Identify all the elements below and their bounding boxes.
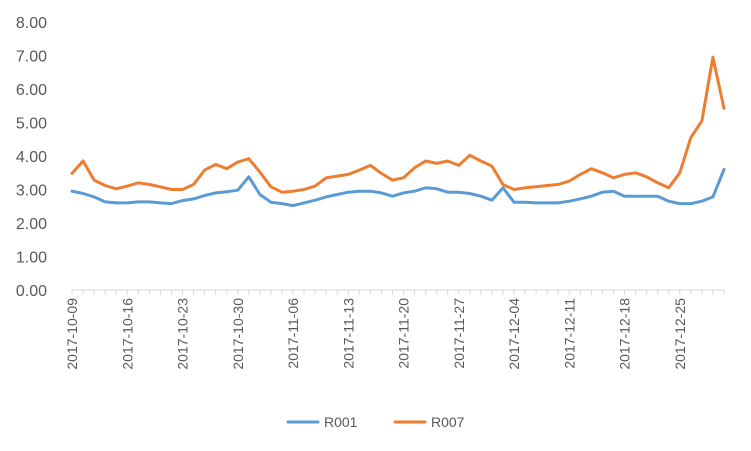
x-tick-label: 2017-10-16 — [119, 298, 135, 370]
x-tick-label: 2017-12-11 — [561, 298, 577, 369]
y-tick-label: 5.00 — [16, 116, 47, 133]
y-tick-label: 6.00 — [16, 82, 47, 99]
x-tick-label: 2017-11-13 — [340, 298, 356, 369]
x-tick-label: 2017-10-30 — [230, 298, 246, 370]
legend: R001 R007 — [286, 414, 465, 430]
y-tick-label: 3.00 — [16, 183, 47, 200]
x-tick-label: 2017-10-23 — [175, 298, 191, 370]
x-tick-label: 2017-11-27 — [451, 298, 467, 369]
x-tick-label: 2017-12-04 — [506, 298, 522, 370]
x-tick-label: 2017-12-18 — [617, 298, 633, 370]
x-axis-tick-labels: 2017-10-09 2017-10-16 2017-10-23 2017-10-30… — [64, 298, 688, 370]
legend-label: R001 — [324, 414, 358, 430]
y-tick-label: 8.00 — [16, 15, 47, 32]
legend-label: R007 — [431, 414, 465, 430]
series-line-r001 — [70, 167, 726, 208]
x-tick-label: 2017-10-09 — [64, 298, 80, 370]
y-tick-label: 4.00 — [16, 149, 47, 166]
y-tick-label: 1.00 — [16, 250, 47, 267]
x-tick-label: 2017-12-25 — [672, 298, 688, 370]
x-axis — [71, 289, 725, 295]
y-tick-label: 7.00 — [16, 49, 47, 66]
y-axis-tick-labels: 0.00 1.00 2.00 3.00 4.00 5.00 6.00 7.00 8.00 — [16, 15, 47, 300]
y-tick-label: 0.00 — [16, 283, 47, 300]
series-line-r007 — [70, 55, 726, 194]
series-lines — [70, 55, 726, 208]
y-tick-label: 2.00 — [16, 216, 47, 233]
x-tick-label: 2017-11-06 — [285, 298, 301, 369]
x-tick-label: 2017-11-20 — [396, 298, 412, 369]
